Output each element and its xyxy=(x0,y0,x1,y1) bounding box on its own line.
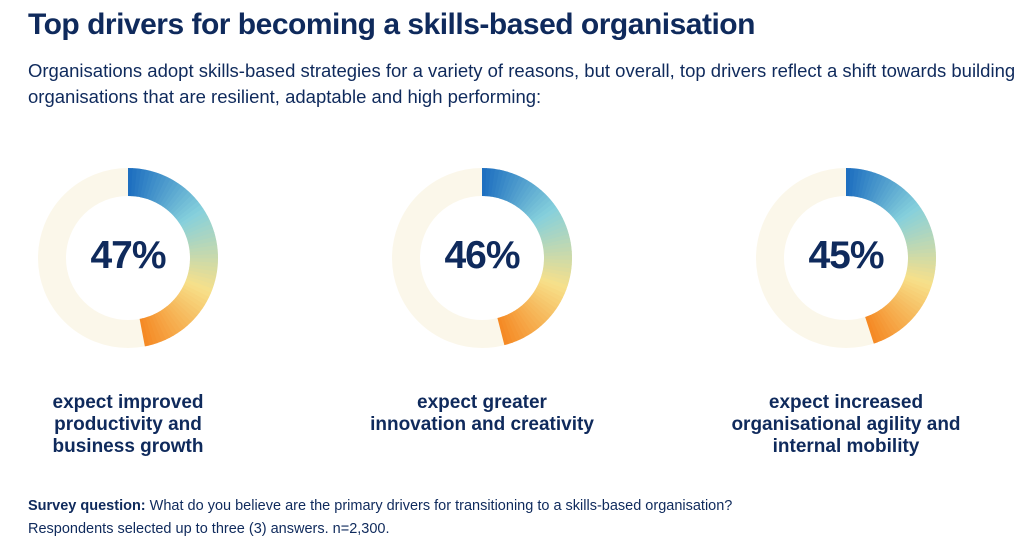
footnote-text: What do you believe are the primary driv… xyxy=(28,498,733,537)
donut-chart-productivity xyxy=(38,168,218,348)
donut-percent-label: 47% xyxy=(90,234,166,277)
donut-card-productivity: 47% expect improved productivity and bus… xyxy=(0,160,278,470)
page-subtitle: Organisations adopt skills-based strateg… xyxy=(28,60,1016,107)
donut-percent-label: 46% xyxy=(444,234,520,277)
survey-footnote: Survey question: What do you believe are… xyxy=(28,495,748,541)
donut-charts: 47% expect improved productivity and bus… xyxy=(0,160,1024,470)
donut-caption: expect improved productivity and busines… xyxy=(52,392,204,457)
donut-card-agility: 45% expect increased organisational agil… xyxy=(696,160,996,470)
donut-value-arc xyxy=(128,168,218,347)
donut-caption: expect greater innovation and creativity xyxy=(370,392,594,435)
donut-chart-agility xyxy=(756,168,936,348)
donut-value-arc xyxy=(482,168,572,346)
donut-caption: expect increased organisational agility … xyxy=(731,392,961,457)
footnote-lead: Survey question: xyxy=(28,498,146,514)
donut-percent-label: 45% xyxy=(808,234,884,277)
donut-value-arc xyxy=(846,168,936,344)
donut-chart-innovation xyxy=(392,168,572,348)
page-title: Top drivers for becoming a skills-based … xyxy=(28,8,755,41)
donut-card-innovation: 46% expect greater innovation and creati… xyxy=(332,160,632,470)
